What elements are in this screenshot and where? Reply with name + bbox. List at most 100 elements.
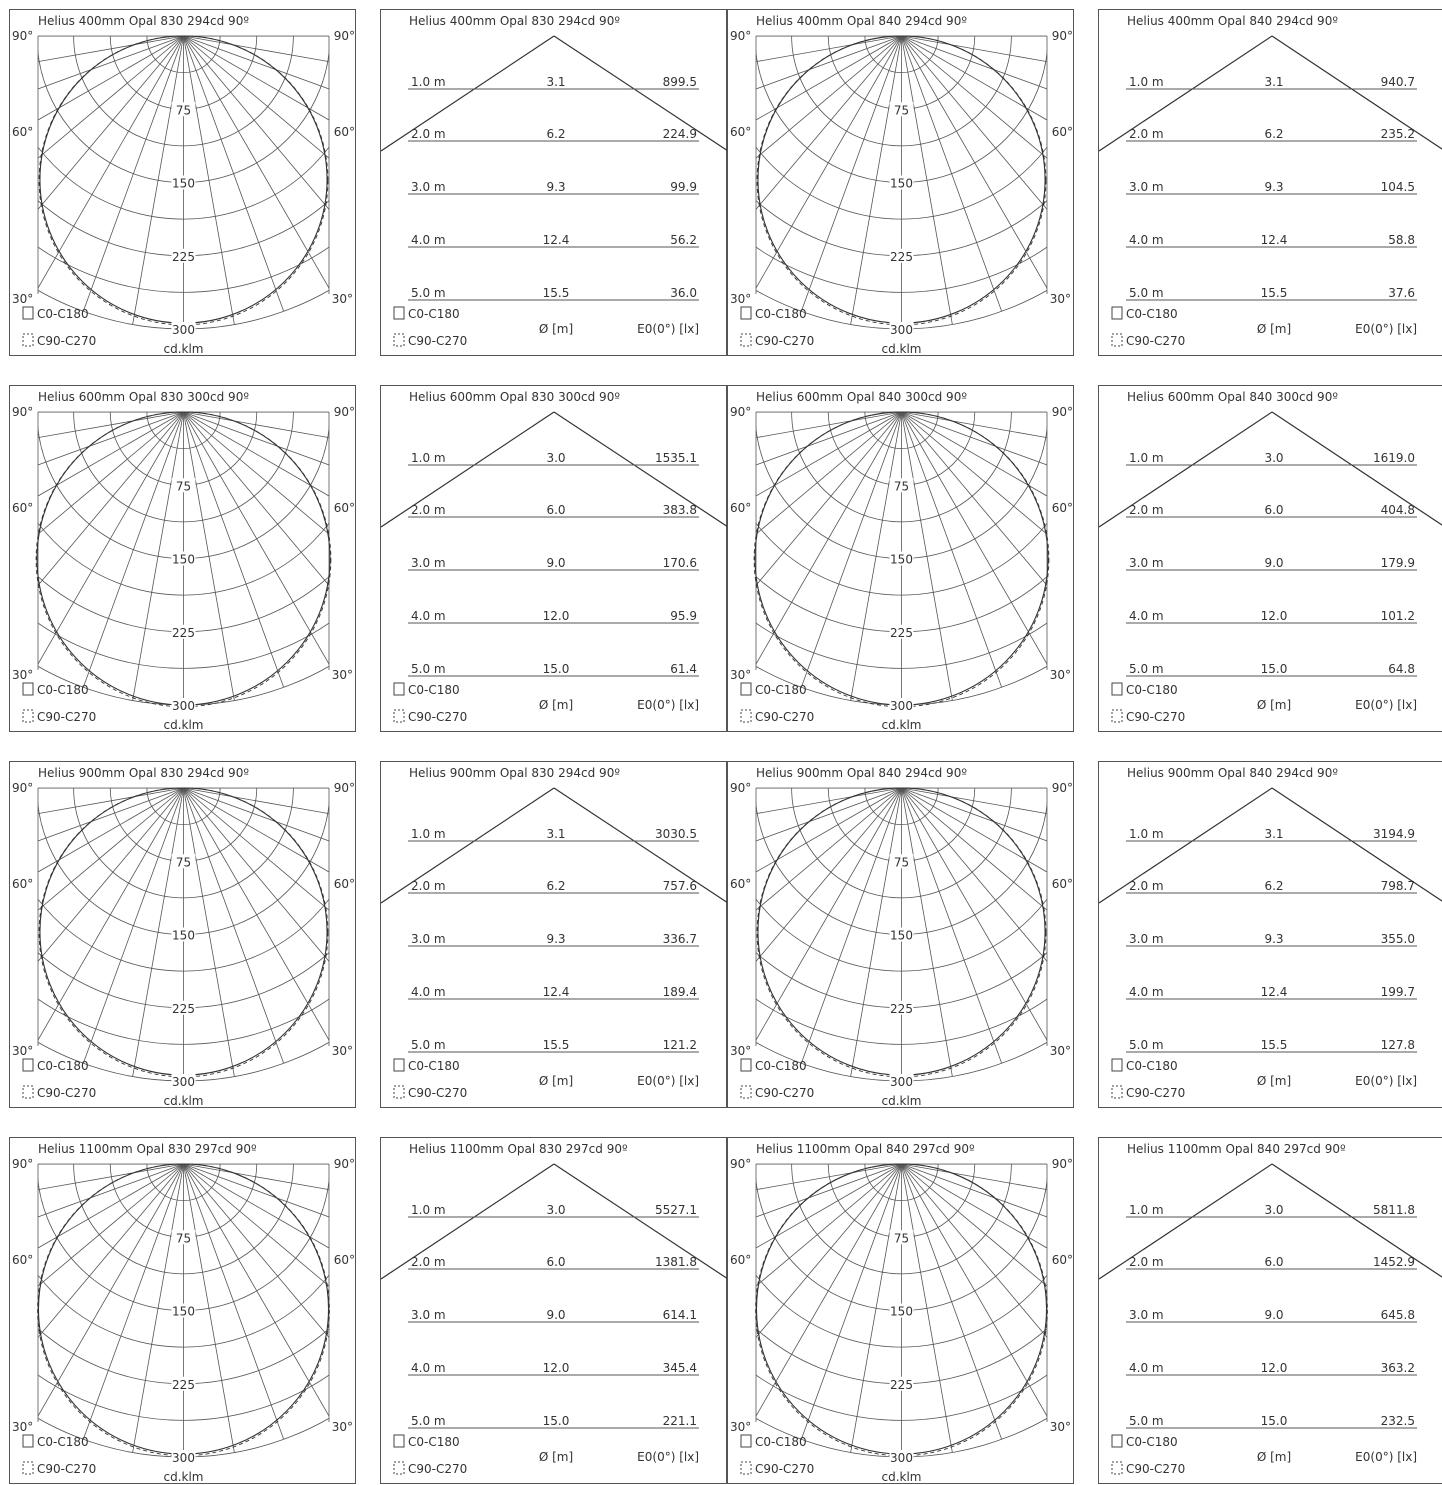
angle-label-30-right: 30° [332, 1044, 353, 1058]
legend-c90-label: C90-C270 [755, 334, 814, 348]
diameter-cell: 9.3 [1264, 180, 1283, 194]
polar-spoke [38, 36, 184, 121]
angle-label-30-right: 30° [1050, 292, 1071, 306]
beam-cone-left [1099, 411, 1273, 528]
diameter-cell: 3.0 [1264, 451, 1283, 465]
table-title: Helius 900mm Opal 830 294cd 90º [409, 766, 620, 780]
legend-dashed-box-icon [393, 1085, 405, 1099]
legend-c90-label: C90-C270 [755, 1086, 814, 1100]
tick-label-bg [171, 322, 196, 336]
polar-panel: 75 150 225 300 90° 90° 60° 60° 30° 30° Helius 400m… [727, 9, 1074, 356]
distance-cell: 3.0 m [1129, 932, 1164, 946]
polar-spoke [38, 788, 184, 1041]
radial-tick-label: 225 [890, 1002, 913, 1016]
radial-tick-label: 150 [172, 177, 195, 191]
diameter-cell: 3.0 [546, 451, 565, 465]
polar-unit-label: cd.klm [881, 1470, 921, 1484]
radial-tick-label: 300 [890, 1075, 913, 1089]
legend-solid-box-icon [393, 682, 405, 696]
polar-unit-label: cd.klm [881, 1094, 921, 1108]
polar-spoke [183, 36, 235, 325]
angle-label-30-right: 30° [1050, 668, 1071, 682]
illuminance-cell: 199.7 [1381, 985, 1415, 999]
distance-cell: 3.0 m [411, 1308, 446, 1322]
polar-spoke [183, 1164, 329, 1218]
diameter-cell: 6.2 [1264, 879, 1283, 893]
diameter-cell: 12.4 [543, 985, 570, 999]
tick-label-bg [889, 927, 914, 942]
polar-spoke [38, 788, 184, 963]
distance-cell: 2.0 m [411, 127, 446, 141]
polar-spoke [756, 1164, 902, 1218]
tick-label-bg [889, 322, 914, 336]
angle-label-30-left: 30° [12, 1044, 33, 1058]
table-title: Helius 1100mm Opal 840 297cd 90º [1127, 1142, 1346, 1156]
legend-c90-label: C90-C270 [408, 1086, 467, 1100]
legend-solid-box-icon [393, 306, 405, 320]
table-panel: Helius 900mm Opal 830 294cd 90º 1.0 m 3.1 3… [380, 761, 728, 1108]
polar-spoke [756, 36, 902, 90]
polar-spoke [901, 36, 953, 325]
diameter-cell: 12.4 [543, 233, 570, 247]
illuminance-table: Helius 400mm Opal 840 294cd 90º 1.0 m 3.1 9… [1099, 14, 1442, 348]
beam-cone-right [1271, 411, 1442, 526]
polar-spoke [183, 412, 285, 688]
diameter-header: Ø [m] [539, 1074, 573, 1088]
polar-spoke [800, 1164, 902, 1440]
table-panel: Helius 600mm Opal 830 300cd 90º 1.0 m 3.0 1… [380, 385, 728, 732]
polar-grid [756, 788, 1047, 1082]
legend-c90-label: C90-C270 [37, 710, 96, 724]
diameter-header: Ø [m] [539, 1450, 573, 1464]
polar-spoke [756, 788, 902, 911]
illuminance-cell: 95.9 [670, 609, 697, 623]
distance-cell: 3.0 m [1129, 180, 1164, 194]
angle-label-30-right: 30° [332, 1420, 353, 1434]
distance-cell: 5.0 m [411, 1414, 446, 1428]
distance-cell: 1.0 m [1129, 1203, 1164, 1217]
polar-spoke [901, 1164, 1003, 1440]
diameter-cell: 6.2 [546, 127, 565, 141]
legend-solid-box-icon [22, 682, 34, 696]
illuminance-cell: 37.6 [1388, 286, 1415, 300]
illuminance-cell: 1452.9 [1373, 1255, 1415, 1269]
radial-tick-label: 150 [890, 1305, 913, 1319]
illuminance-cell: 5811.8 [1373, 1203, 1415, 1217]
polar-spoke [38, 36, 184, 289]
diameter-cell: 15.0 [543, 1414, 570, 1428]
legend-c90-label: C90-C270 [1126, 1462, 1185, 1476]
legend-dashed-box-icon [740, 709, 752, 723]
polar-spoke [183, 412, 329, 587]
polar-panel: 75 150 225 300 90° 90° 60° 60° 30° 30° Helius 600m… [9, 385, 356, 732]
legend-dashed-box-icon [393, 709, 405, 723]
polar-title: Helius 900mm Opal 840 294cd 90º [756, 766, 967, 780]
illuminance-cell: 101.2 [1381, 609, 1415, 623]
legend-solid-box-icon [22, 306, 34, 320]
polar-unit-label: cd.klm [881, 342, 921, 356]
legend-c0-label: C0-C180 [755, 1059, 807, 1073]
polar-spoke [901, 36, 1003, 312]
legend-solid-box-icon [1111, 1434, 1123, 1448]
illuminance-header: E0(0°) [lx] [637, 1450, 699, 1464]
polar-spoke [183, 788, 329, 1041]
diameter-cell: 15.5 [1261, 1038, 1288, 1052]
distance-cell: 4.0 m [411, 609, 446, 623]
polar-spoke [800, 36, 902, 312]
angle-label-30-left: 30° [730, 668, 751, 682]
tick-label-bg [171, 1074, 196, 1088]
radial-tick-label: 75 [176, 855, 191, 869]
diameter-cell: 15.5 [1261, 286, 1288, 300]
diameter-cell: 15.5 [543, 1038, 570, 1052]
illuminance-table: Helius 900mm Opal 830 294cd 90º 1.0 m 3.1 3… [381, 766, 728, 1100]
angle-label-30-right: 30° [1050, 1044, 1071, 1058]
diameter-cell: 6.0 [546, 1255, 565, 1269]
polar-spoke [901, 412, 1003, 688]
legend-dashed-box-icon [22, 1085, 34, 1099]
legend-dashed-box-icon [22, 709, 34, 723]
beam-cone-right [1271, 35, 1442, 150]
angle-label-30-left: 30° [12, 292, 33, 306]
table-title: Helius 400mm Opal 840 294cd 90º [1127, 14, 1338, 28]
polar-spoke [901, 412, 1047, 535]
tick-label-bg [889, 1376, 914, 1391]
beam-cone-left [381, 35, 555, 152]
legend-c90-label: C90-C270 [408, 710, 467, 724]
